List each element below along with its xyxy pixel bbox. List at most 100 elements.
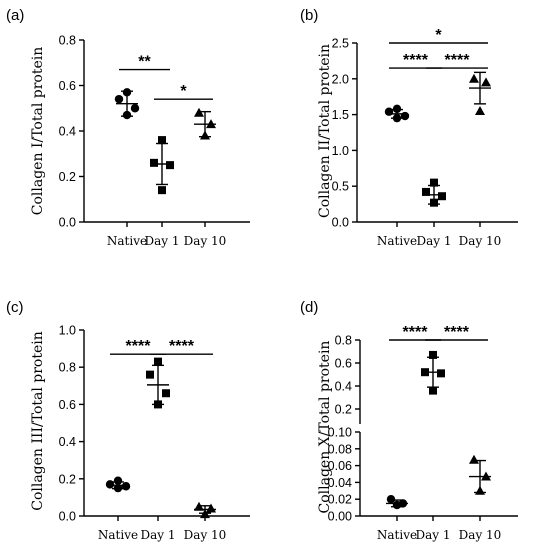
significance-label: **** xyxy=(403,52,429,69)
data-point xyxy=(422,187,430,196)
data-point xyxy=(200,509,210,519)
data-point xyxy=(481,77,491,87)
data-point xyxy=(429,386,437,395)
x-tick-label: Native xyxy=(377,234,417,248)
data-point xyxy=(122,110,132,120)
x-tick-label: Native xyxy=(107,234,147,248)
y-tick-label: 0.06 xyxy=(328,459,352,473)
y-axis-label: Collagen X/Total protein xyxy=(317,341,333,514)
y-tick-label: 0.0 xyxy=(59,216,76,230)
data-point xyxy=(130,104,140,113)
y-axis-label: Collagen I/Total protein xyxy=(30,47,46,215)
data-point xyxy=(158,136,166,145)
y-tick-label: 0.2 xyxy=(59,472,76,486)
y-tick-label: 0.4 xyxy=(335,380,352,394)
significance-label: **** xyxy=(445,52,471,69)
data-point xyxy=(400,111,410,121)
x-tick-label: Day 1 xyxy=(416,234,451,248)
y-tick-label: 0.00 xyxy=(328,510,352,524)
y-axis-label: Collagen II/Total protein xyxy=(317,44,333,218)
data-point xyxy=(421,368,429,377)
x-tick-label: Day 1 xyxy=(415,528,450,542)
panel-label-a: (a) xyxy=(6,7,24,24)
data-point xyxy=(475,106,485,116)
panel-b: (b) 0.0 0.5 1.0 1.5 2.0 2.5 Native Day 1 Day 10 C… xyxy=(300,7,518,248)
y-tick-label: 0.0 xyxy=(59,510,76,524)
data-point xyxy=(146,370,154,379)
data-point xyxy=(166,161,174,170)
data-point xyxy=(113,483,123,493)
significance-label: **** xyxy=(169,338,195,355)
data-point xyxy=(386,495,396,504)
panel-label-c: (c) xyxy=(6,299,24,316)
y-tick-label: 2.5 xyxy=(332,37,349,51)
x-tick-label: Day 10 xyxy=(459,528,502,542)
data-point xyxy=(475,485,485,495)
data-point xyxy=(150,158,158,167)
data-point xyxy=(114,94,124,104)
y-tick-label: 0.04 xyxy=(328,476,352,490)
x-tick-label: Native xyxy=(98,528,138,542)
y-tick-label: 0.6 xyxy=(59,79,76,93)
y-tick-label: 1.0 xyxy=(332,144,349,158)
significance-label: **** xyxy=(444,324,470,341)
data-point xyxy=(384,107,394,116)
data-point xyxy=(121,482,131,491)
data-point xyxy=(113,476,123,485)
y-tick-label: 0.8 xyxy=(59,34,76,48)
data-point xyxy=(437,369,445,378)
y-tick-label: 0.4 xyxy=(59,435,76,449)
data-point xyxy=(154,400,162,409)
data-point xyxy=(194,107,204,117)
x-tick-label: Day 10 xyxy=(459,234,502,248)
data-point xyxy=(206,119,216,129)
data-point xyxy=(206,503,216,513)
y-tick-label: 0.2 xyxy=(59,170,76,184)
data-point xyxy=(469,73,479,83)
significance-label: **** xyxy=(403,324,429,341)
y-tick-label: 0.8 xyxy=(335,334,352,348)
y-tick-label: 2.0 xyxy=(332,72,349,86)
data-point xyxy=(154,357,162,366)
x-tick-label: Native xyxy=(377,528,417,542)
y-tick-label: 0.4 xyxy=(59,125,76,139)
data-point xyxy=(430,178,438,187)
y-tick-label: 0.8 xyxy=(59,361,76,375)
panel-label-d: (d) xyxy=(300,299,318,316)
y-tick-label: 1.0 xyxy=(59,324,76,338)
data-point xyxy=(392,500,402,510)
x-tick-label: Day 10 xyxy=(184,234,227,248)
data-point xyxy=(194,501,204,511)
y-tick-label: 1.5 xyxy=(332,108,349,122)
data-point xyxy=(105,480,115,489)
data-point xyxy=(162,389,170,398)
y-tick-label: 0.08 xyxy=(328,442,352,456)
data-point xyxy=(158,186,166,195)
y-tick-label: 0.6 xyxy=(59,398,76,412)
data-point xyxy=(469,454,479,464)
x-tick-label: Day 1 xyxy=(144,234,179,248)
significance-label: **** xyxy=(126,338,152,355)
y-tick-label: 0.6 xyxy=(335,357,352,371)
significance-label: ** xyxy=(138,54,151,71)
y-tick-label: 0.0 xyxy=(332,216,349,230)
y-tick-label: 0.5 xyxy=(332,180,349,194)
data-point xyxy=(481,471,491,481)
data-point xyxy=(430,198,438,207)
data-point xyxy=(392,104,402,114)
y-tick-label: 0.02 xyxy=(328,493,352,507)
x-tick-label: Day 10 xyxy=(184,528,227,542)
panel-d: (d) 0.00 0.02 0.04 0.06 0.08 0.10 0.2 0.4 0.6 0.8… xyxy=(300,299,518,542)
significance-label: * xyxy=(435,27,442,44)
data-point xyxy=(392,113,402,123)
significance-label: * xyxy=(180,83,187,100)
x-tick-label: Day 1 xyxy=(140,528,175,542)
data-point xyxy=(438,192,446,201)
panel-label-b: (b) xyxy=(300,7,318,24)
y-tick-label: 0.2 xyxy=(335,403,352,417)
y-axis-label: Collagen III/Total protein xyxy=(30,331,46,511)
data-point xyxy=(429,350,437,359)
panel-c: (c) 0.0 0.2 0.4 0.6 0.8 1.0 Native Day 1 Day 10 C… xyxy=(6,299,250,542)
